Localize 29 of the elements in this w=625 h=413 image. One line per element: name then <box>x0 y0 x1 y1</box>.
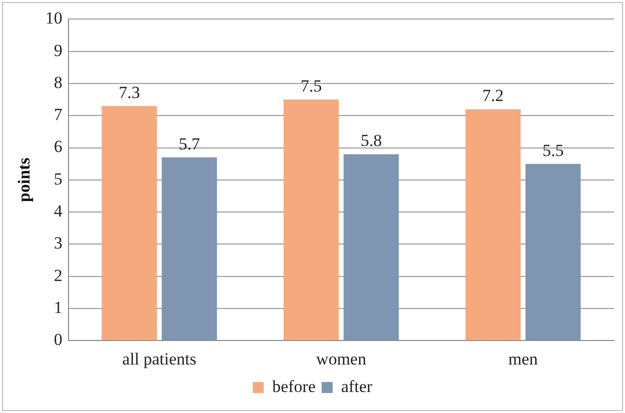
data-label: 5.7 <box>178 134 200 154</box>
y-tick-label: 6 <box>54 137 62 156</box>
bar <box>344 154 399 340</box>
data-label: 5.5 <box>542 140 564 160</box>
y-tick-label: 5 <box>54 169 62 188</box>
bar <box>162 157 217 340</box>
data-label: 7.2 <box>482 86 504 106</box>
y-tick-label: 3 <box>54 234 62 253</box>
legend-label: after <box>341 376 373 396</box>
data-label: 7.5 <box>300 76 322 96</box>
x-tick-label: men <box>508 349 538 368</box>
y-tick-label: 9 <box>54 40 62 60</box>
x-tick-label: all patients <box>122 349 196 368</box>
bar <box>465 109 521 340</box>
bar <box>525 164 581 340</box>
y-tick-label: 4 <box>54 202 63 221</box>
y-tick-label: 8 <box>54 72 62 92</box>
y-tick-label: 0 <box>54 330 62 350</box>
data-label: 5.8 <box>360 131 382 150</box>
y-axis-title: points <box>14 157 34 202</box>
bar <box>102 106 157 340</box>
bar <box>284 100 339 340</box>
legend-label: before <box>272 376 316 396</box>
y-tick-label: 10 <box>45 8 62 28</box>
y-tick-label: 7 <box>54 105 63 124</box>
data-label: 7.3 <box>118 82 140 102</box>
y-tick-label: 2 <box>54 266 62 285</box>
x-tick-label: women <box>316 349 367 368</box>
y-tick-label: 1 <box>54 298 62 317</box>
